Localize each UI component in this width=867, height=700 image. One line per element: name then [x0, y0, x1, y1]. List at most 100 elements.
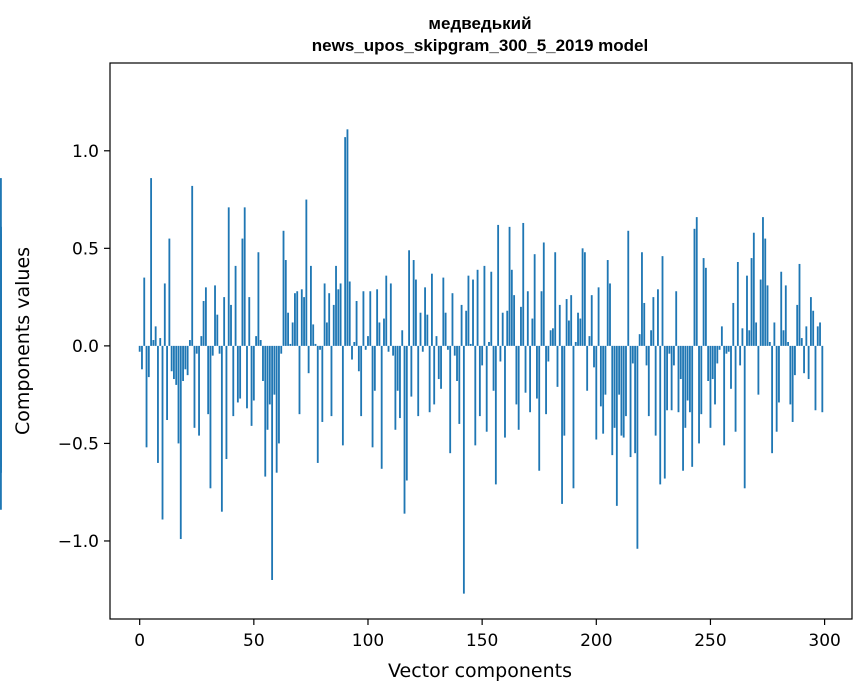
bar-102 — [371, 345, 374, 448]
bar-45 — [241, 238, 244, 346]
bar-166 — [517, 345, 520, 430]
bar-164 — [513, 295, 516, 346]
bar-150 — [481, 345, 484, 366]
bar-43 — [236, 345, 239, 403]
bar-4 — [147, 345, 150, 378]
x-axis-label: Vector components — [388, 660, 572, 682]
bar-5 — [150, 178, 153, 346]
bar-142 — [462, 345, 465, 594]
chart-title-line2: news_upos_skipgram_300_5_2019 model — [312, 36, 648, 55]
bar-57 — [268, 345, 271, 405]
bar-271 — [757, 345, 760, 395]
bar-141 — [460, 304, 463, 346]
bar-158 — [499, 345, 502, 362]
x-tick-label: 0 — [134, 631, 145, 651]
bar-75 — [310, 265, 312, 346]
bar-174 — [536, 345, 538, 399]
bar-194 — [581, 248, 584, 346]
bar-234 — [673, 345, 675, 366]
bar-39 — [227, 207, 230, 346]
bar-53 — [259, 340, 262, 346]
bar-88 — [339, 283, 342, 346]
bar-29 — [204, 287, 207, 346]
bar-147 — [474, 345, 477, 446]
bar-229 — [661, 256, 664, 346]
bar-52 — [257, 252, 260, 346]
bar-49 — [250, 345, 253, 426]
bar-91 — [346, 129, 349, 346]
plot-area-frame — [109, 62, 853, 620]
bar-125 — [424, 287, 426, 346]
bar-299 — [821, 345, 824, 413]
bar-287 — [794, 345, 796, 376]
bar-274 — [764, 238, 767, 346]
bar-252 — [714, 345, 716, 405]
x-tick-label: 250 — [694, 631, 726, 651]
bar-134 — [444, 312, 447, 346]
bar-220 — [641, 252, 643, 346]
bar-94 — [353, 341, 356, 346]
bar-85 — [332, 304, 335, 346]
bar-11 — [163, 283, 166, 346]
bar-143 — [465, 310, 468, 346]
bar-173 — [533, 254, 536, 346]
bar-241 — [688, 345, 691, 413]
bar-165 — [515, 345, 518, 405]
bar-244 — [695, 217, 698, 346]
bar-225 — [652, 297, 655, 346]
bar-222 — [645, 345, 648, 366]
bar-296 — [814, 345, 817, 411]
bar-188 — [567, 320, 570, 346]
bar-2 — [143, 277, 146, 346]
bar-180 — [549, 330, 552, 346]
bar-251 — [711, 345, 714, 380]
bar-32 — [211, 345, 214, 356]
bar-undefined — [0, 345, 2, 383]
bar-269 — [752, 232, 755, 346]
y-tick-label: 1.0 — [72, 142, 99, 162]
bar-1 — [141, 345, 143, 370]
bar-104 — [376, 289, 379, 346]
bar-58 — [271, 345, 274, 580]
bar-145 — [469, 343, 472, 346]
bar-214 — [627, 230, 630, 346]
bar-25 — [195, 345, 198, 354]
bar-34 — [216, 314, 219, 346]
bar-3 — [145, 345, 148, 448]
bar-280 — [778, 345, 780, 403]
bar-0 — [138, 345, 141, 352]
bar-42 — [234, 265, 237, 346]
bar-161 — [506, 310, 509, 346]
bar-31 — [209, 345, 212, 489]
bar-260 — [732, 302, 735, 346]
bar-292 — [805, 326, 808, 346]
bar-128 — [431, 273, 433, 346]
bar-198 — [590, 295, 593, 346]
bar-78 — [316, 345, 319, 463]
bar-73 — [305, 199, 308, 346]
bar-289 — [798, 263, 801, 346]
bar-213 — [625, 345, 627, 417]
bar-172 — [531, 318, 534, 346]
bar-83 — [328, 293, 331, 346]
bar-155 — [492, 345, 495, 391]
bar-279 — [775, 345, 778, 432]
bar-227 — [657, 289, 659, 346]
bar-59 — [273, 345, 276, 395]
bar-16 — [175, 345, 178, 385]
bar-288 — [796, 304, 799, 346]
bar-99 — [364, 345, 367, 350]
bar-230 — [663, 345, 666, 479]
bar-273 — [762, 217, 764, 346]
bar-272 — [759, 279, 762, 346]
bar-156 — [494, 345, 497, 485]
bar-17 — [177, 345, 180, 444]
bar-81 — [323, 283, 326, 346]
bar-246 — [700, 345, 703, 415]
bar-182 — [554, 252, 557, 346]
bar-162 — [508, 226, 511, 346]
bar-35 — [218, 345, 221, 354]
bar-148 — [476, 269, 479, 346]
bar-46 — [243, 207, 246, 346]
